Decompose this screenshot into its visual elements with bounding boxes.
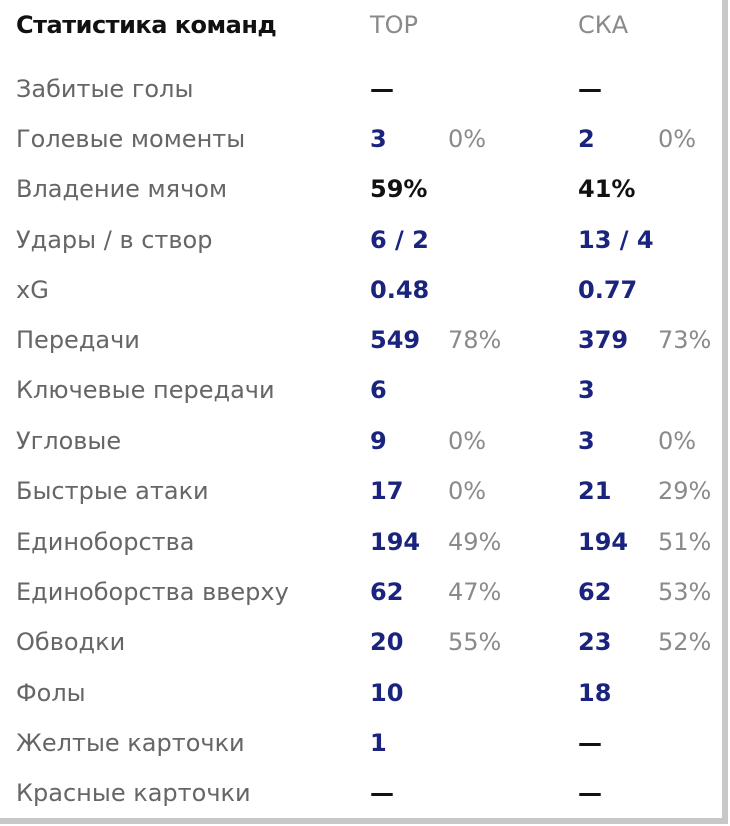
stat-row-shots: Удары / в створ 6 / 2 13 / 4	[0, 215, 722, 265]
team1-value: 194	[370, 528, 421, 556]
team1-value: 6	[370, 376, 387, 404]
team2-value: —	[578, 779, 602, 807]
stat-label: Желтые карточки	[16, 729, 245, 757]
stat-label: Забитые голы	[16, 75, 194, 103]
team1-value: 0.48	[370, 276, 430, 304]
team2-percent: 29%	[658, 477, 712, 505]
team2-value: 0.77	[578, 276, 638, 304]
stats-title: Статистика команд	[16, 11, 277, 39]
team2-value: 2	[578, 125, 595, 153]
team1-value: 17	[370, 477, 404, 505]
team2-value: 3	[578, 376, 595, 404]
stat-row-chances: Голевые моменты 3 0% 2 0%	[0, 114, 722, 164]
team2-value: 23	[578, 628, 612, 656]
stat-label: Владение мячом	[16, 175, 228, 203]
team1-percent: 55%	[448, 628, 502, 656]
team2-percent: 51%	[658, 528, 712, 556]
team1-percent: 0%	[448, 125, 487, 153]
team2-name: СКА	[578, 11, 629, 39]
stat-label: Обводки	[16, 628, 126, 656]
stat-label: Угловые	[16, 427, 122, 455]
stat-row-red-cards: Красные карточки — —	[0, 768, 722, 818]
stat-row-passes: Передачи 549 78% 379 73%	[0, 315, 722, 365]
team1-value: 549	[370, 326, 421, 354]
stat-row-duels: Единоборства 194 49% 194 51%	[0, 517, 722, 567]
stat-row-key-passes: Ключевые передачи 6 3	[0, 365, 722, 415]
stat-row-fast-attacks: Быстрые атаки 17 0% 21 29%	[0, 466, 722, 516]
stat-label: Передачи	[16, 326, 140, 354]
team1-percent: 78%	[448, 326, 502, 354]
stats-header: Статистика команд ТОР СКА	[0, 0, 722, 50]
stat-row-fouls: Фолы 10 18	[0, 668, 722, 718]
stat-label: Фолы	[16, 679, 86, 707]
team1-value: 59%	[370, 175, 428, 203]
team1-value: 20	[370, 628, 404, 656]
team1-percent: 0%	[448, 477, 487, 505]
team1-percent: 0%	[448, 427, 487, 455]
stat-row-goals: Забитые голы — —	[0, 64, 722, 114]
team2-percent: 53%	[658, 578, 712, 606]
stat-label: Красные карточки	[16, 779, 251, 807]
team2-value: 379	[578, 326, 629, 354]
team2-value: 18	[578, 679, 612, 707]
team2-value: 3	[578, 427, 595, 455]
team1-value: 62	[370, 578, 404, 606]
team2-value: 21	[578, 477, 612, 505]
stat-label: Единоборства вверху	[16, 578, 289, 606]
stat-label: Быстрые атаки	[16, 477, 209, 505]
team2-value: 13 / 4	[578, 226, 654, 254]
team1-value: 10	[370, 679, 404, 707]
stat-label: Удары / в створ	[16, 226, 213, 254]
team1-percent: 47%	[448, 578, 502, 606]
team2-percent: 0%	[658, 125, 697, 153]
team2-value: 41%	[578, 175, 636, 203]
team1-value: —	[370, 75, 394, 103]
team1-value: 1	[370, 729, 387, 757]
team2-value: —	[578, 75, 602, 103]
team1-name: ТОР	[370, 11, 419, 39]
stat-row-possession: Владение мячом 59% 41%	[0, 164, 722, 214]
stat-row-xg: xG 0.48 0.77	[0, 265, 722, 315]
team1-value: 3	[370, 125, 387, 153]
stat-row-corners: Угловые 9 0% 3 0%	[0, 416, 722, 466]
team2-percent: 52%	[658, 628, 712, 656]
team1-value: —	[370, 779, 394, 807]
stat-label: xG	[16, 276, 49, 304]
stat-row-yellow-cards: Желтые карточки 1 —	[0, 718, 722, 768]
team2-percent: 0%	[658, 427, 697, 455]
team1-value: 9	[370, 427, 387, 455]
team2-percent: 73%	[658, 326, 712, 354]
team2-value: 62	[578, 578, 612, 606]
stat-label: Голевые моменты	[16, 125, 246, 153]
team2-value: —	[578, 729, 602, 757]
stat-row-aerial-duels: Единоборства вверху 62 47% 62 53%	[0, 567, 722, 617]
stat-label: Единоборства	[16, 528, 195, 556]
stat-row-dribbles: Обводки 20 55% 23 52%	[0, 617, 722, 667]
team1-value: 6 / 2	[370, 226, 429, 254]
team2-value: 194	[578, 528, 629, 556]
stat-label: Ключевые передачи	[16, 376, 275, 404]
team1-percent: 49%	[448, 528, 502, 556]
